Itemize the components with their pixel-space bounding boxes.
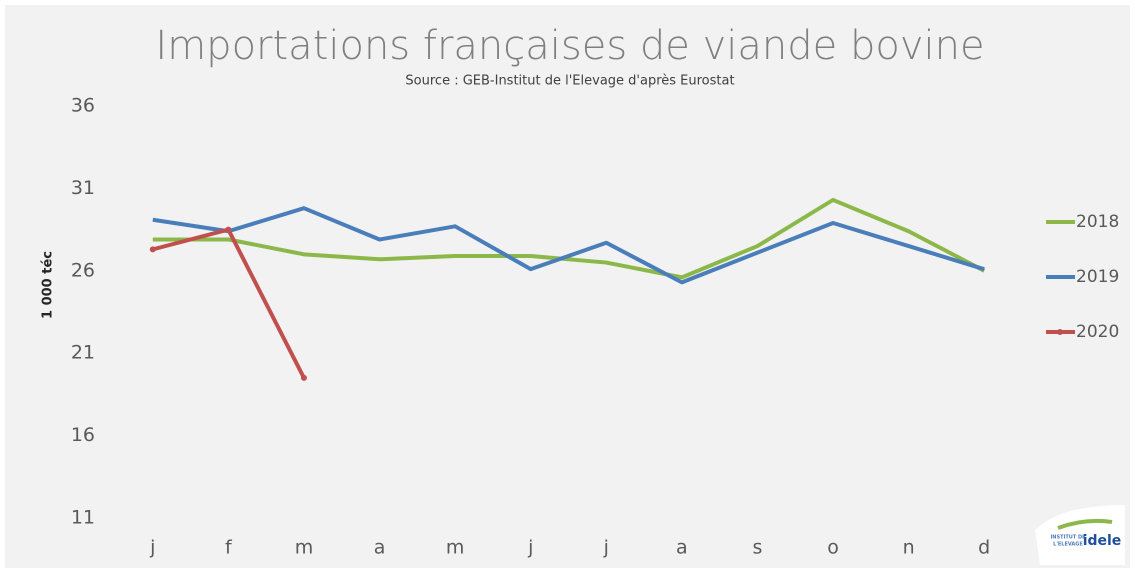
x-tick-label: m [446, 537, 465, 559]
y-axis-label: 1 000 téc [41, 251, 56, 319]
y-tick-label: 21 [71, 342, 95, 364]
legend-label: 2019 [1076, 267, 1119, 287]
y-tick-label: 16 [71, 424, 95, 446]
x-tick-label: j [527, 537, 533, 559]
chart-subtitle: Source : GEB-Institut de l'Elevage d'apr… [405, 74, 734, 89]
x-tick-label: f [225, 537, 233, 559]
x-tick-label: a [676, 537, 688, 559]
x-tick-label: j [149, 537, 155, 559]
point-marker [149, 246, 156, 253]
y-tick-label: 31 [71, 177, 95, 199]
x-tick-label: m [295, 537, 314, 559]
logo-brand: idele [1083, 533, 1122, 549]
y-tick-label: 36 [71, 95, 95, 117]
y-tick-label: 26 [71, 259, 95, 281]
y-tick-label: 11 [71, 507, 95, 529]
x-tick-label: s [753, 537, 763, 559]
logo-swoosh [1057, 518, 1113, 530]
point-marker [300, 374, 307, 381]
logo: INSTITUT DE L'ELEVAGE idele [1035, 505, 1125, 565]
background [5, 5, 1130, 568]
x-tick-label: n [903, 537, 915, 559]
point-marker [225, 226, 232, 233]
x-tick-label: j [603, 537, 609, 559]
x-tick-label: d [978, 537, 990, 559]
logo-text: L'ELEVAGE [1053, 542, 1083, 548]
x-tick-label: a [374, 537, 386, 559]
legend-label: 2020 [1076, 322, 1119, 342]
series-line [152, 197, 986, 280]
logo-text: INSTITUT DE [1050, 535, 1086, 541]
x-tick-label: o [827, 537, 839, 559]
series-line [152, 206, 985, 285]
legend-marker [1057, 329, 1063, 335]
chart-title: Importations françaises de viande bovine [155, 23, 984, 69]
legend-label: 2018 [1076, 212, 1119, 232]
